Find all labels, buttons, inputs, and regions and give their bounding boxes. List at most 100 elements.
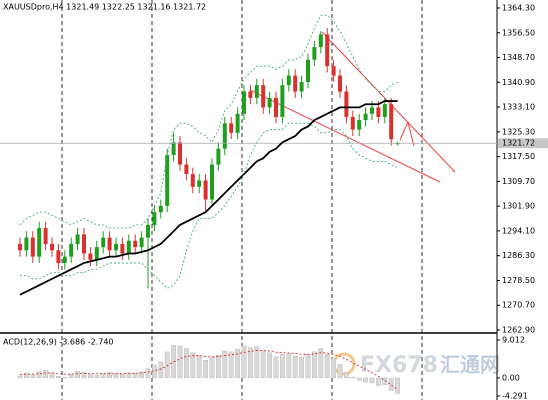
candle-body [190, 174, 195, 187]
candle-body [88, 253, 93, 260]
candle-body [101, 237, 106, 248]
y-tick-label: 1262.90 [502, 325, 535, 334]
candle-body [114, 243, 118, 251]
candle-body [171, 142, 176, 156]
histogram-bar [132, 373, 138, 379]
histogram-bar [292, 355, 298, 379]
y-tick-label: 9.012 [502, 336, 525, 345]
candle-body [286, 75, 291, 86]
candle-body [382, 104, 387, 117]
histogram-bar [324, 354, 330, 379]
histogram-bar [145, 368, 151, 379]
candle-body [50, 243, 54, 251]
histogram-bar [62, 376, 68, 379]
histogram-bar [235, 349, 240, 379]
trend-sketch [399, 120, 415, 147]
histogram-bar [209, 357, 215, 379]
candle-body [94, 247, 99, 260]
histogram-bar [177, 345, 183, 379]
candle-body [389, 104, 394, 140]
y-tick-label: 1340.90 [502, 78, 535, 87]
candle-body [18, 243, 22, 251]
histogram-bar [56, 376, 61, 379]
y-tick-label: 1309.70 [502, 177, 535, 186]
y-tick-label: 1325.30 [502, 127, 535, 136]
histogram-bar [299, 356, 304, 379]
last-price-box [498, 138, 548, 149]
candle-body [82, 234, 86, 254]
trendline [321, 31, 456, 173]
indicator-line [19, 100, 398, 296]
histogram-bar [75, 371, 81, 379]
candle-body [363, 113, 368, 121]
y-tick-label: 1294.10 [502, 226, 535, 235]
candle-body [210, 164, 214, 200]
panel-title: ACD(12,26,9) -3.686 -2.740 [3, 338, 114, 347]
histogram-bar [331, 358, 336, 379]
histogram-bar [119, 373, 125, 379]
candle-body [120, 243, 125, 254]
candle-body [178, 142, 182, 165]
candle-body [24, 237, 29, 251]
candle-body [216, 148, 221, 165]
histogram-bar [17, 375, 23, 379]
y-tick-label: 1301.90 [502, 202, 535, 211]
panel-title: XAUUSDpro,H4 1321.49 1322.25 1321.16 132… [3, 3, 206, 12]
histogram-bar [241, 345, 247, 379]
candle-body [242, 91, 246, 114]
histogram-bar [356, 377, 362, 381]
watermark: FX678 汇通网 [332, 352, 500, 378]
candle-body [165, 155, 170, 206]
histogram-bar [344, 371, 349, 379]
histogram-bar [196, 355, 202, 379]
y-tick-label: 1270.70 [502, 301, 535, 310]
histogram-bar [158, 361, 164, 379]
candle-body [75, 234, 80, 244]
histogram-bar [388, 377, 394, 391]
candle-body [69, 243, 74, 257]
candle-body [30, 237, 35, 257]
candle-body [344, 91, 349, 117]
candle-body [338, 75, 342, 92]
histogram-bar [254, 346, 260, 379]
y-tick-label: 0.00 [502, 373, 520, 382]
candle-body [158, 205, 163, 213]
y-tick-label: 1286.30 [502, 251, 535, 260]
histogram-bar [190, 352, 196, 379]
y-tick-label: 1356.50 [502, 28, 535, 37]
histogram-bar [363, 377, 368, 383]
y-tick-label: 1278.50 [502, 276, 535, 285]
histogram-bar [350, 376, 356, 379]
histogram-bar [382, 377, 388, 385]
candle-body [152, 212, 157, 225]
candle-body [197, 180, 202, 187]
candle-body [376, 107, 381, 117]
y-tick-label: 1333.10 [502, 103, 535, 112]
histogram-bar [286, 353, 292, 379]
candle-body [370, 107, 374, 114]
histogram-bar [107, 372, 113, 379]
candle-body [261, 85, 266, 108]
candle-body [203, 180, 208, 200]
histogram-bar [43, 370, 49, 379]
candle-body [312, 47, 317, 60]
histogram-bar [215, 355, 221, 379]
candle-body [43, 228, 48, 244]
candle-body [267, 97, 272, 108]
histogram-bar [228, 351, 234, 379]
histogram-bar [36, 371, 42, 379]
histogram-bar [139, 371, 144, 379]
histogram-bar [30, 374, 36, 379]
histogram-bar [94, 375, 100, 379]
histogram-bar [68, 373, 74, 379]
candle-body [133, 240, 138, 248]
candle-body [222, 123, 227, 149]
candle-body [395, 143, 400, 145]
candle-body [318, 34, 323, 48]
candle-body [299, 81, 304, 92]
candle-body [229, 123, 234, 133]
candle-body [331, 66, 336, 76]
histogram-bar [337, 364, 343, 379]
indicator-line [20, 122, 398, 289]
indicator-line [19, 350, 398, 390]
